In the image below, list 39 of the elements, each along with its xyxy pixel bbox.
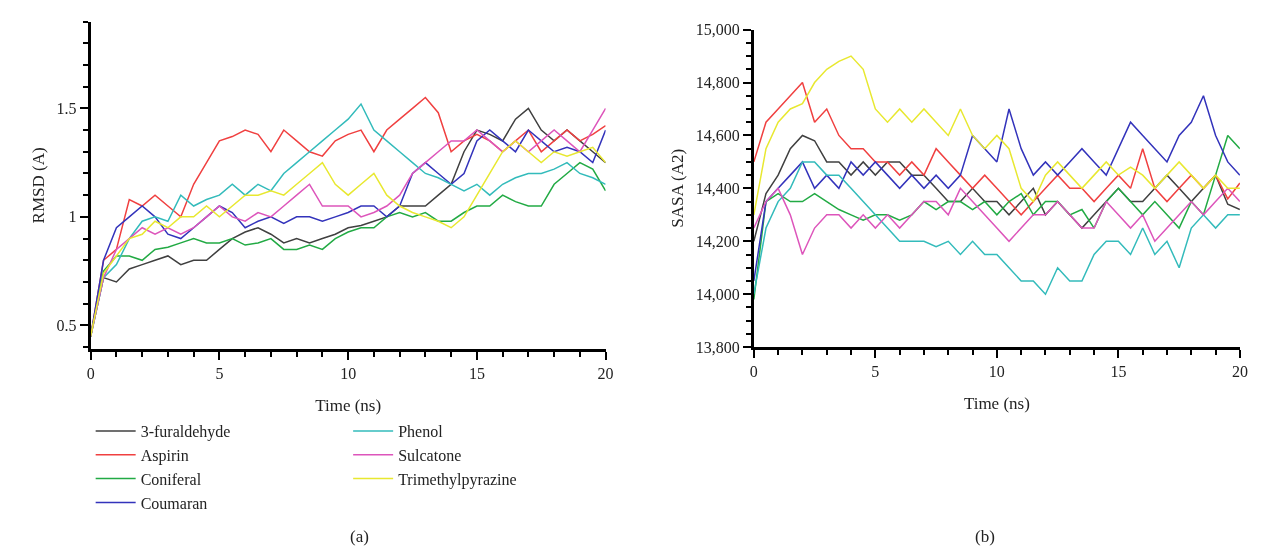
x-axis-title: Time (ns) <box>963 393 1030 413</box>
legend-label: Sulcatone <box>398 447 462 465</box>
x-tick-label: 0 <box>86 365 95 383</box>
y-tick-label: 14,600 <box>695 127 740 145</box>
y-tick-label: 14,000 <box>695 285 740 303</box>
x-tick-label: 10 <box>988 363 1005 381</box>
x-tick-label: 0 <box>749 363 758 381</box>
y-tick-label: 1 <box>68 208 77 226</box>
legend-label: Coumaran <box>140 494 208 512</box>
x-tick-label: 15 <box>468 365 485 383</box>
x-tick-label: 15 <box>1110 363 1127 381</box>
y-axis-title: SASA (A2) <box>668 148 688 228</box>
legend-label: Coniferal <box>140 470 202 488</box>
legend-label: Phenol <box>398 423 444 441</box>
legend-label: Trimethylpyrazine <box>398 470 517 489</box>
line-series <box>753 187 1240 256</box>
y-tick-label: 15,000 <box>695 21 740 39</box>
x-tick-label: 20 <box>1231 363 1248 381</box>
y-tick-label: 14,400 <box>695 179 740 197</box>
x-tick-label: 20 <box>597 365 614 383</box>
y-axis-title: RMSD (A) <box>29 147 49 224</box>
x-axis-title: Time (ns) <box>315 395 382 415</box>
y-tick-label: 1.5 <box>56 99 77 117</box>
y-tick-label: 13,800 <box>695 338 740 356</box>
text: (a) <box>350 527 369 546</box>
line-series <box>753 95 1240 282</box>
line-series <box>753 134 1240 301</box>
y-tick-label: 14,200 <box>695 232 740 250</box>
text: (b) <box>975 527 995 546</box>
y-tick-label: 0.5 <box>56 317 77 334</box>
line-series <box>753 81 1240 216</box>
x-tick-label: 10 <box>340 365 357 383</box>
y-tick-label: 14,800 <box>695 74 740 92</box>
x-tick-label: 5 <box>215 365 224 383</box>
line-series <box>753 161 1240 295</box>
legend-label: Aspirin <box>140 447 189 466</box>
line-series <box>753 55 1240 216</box>
legend-label: 3-furaldehyde <box>140 423 231 442</box>
x-tick-label: 5 <box>871 363 880 381</box>
